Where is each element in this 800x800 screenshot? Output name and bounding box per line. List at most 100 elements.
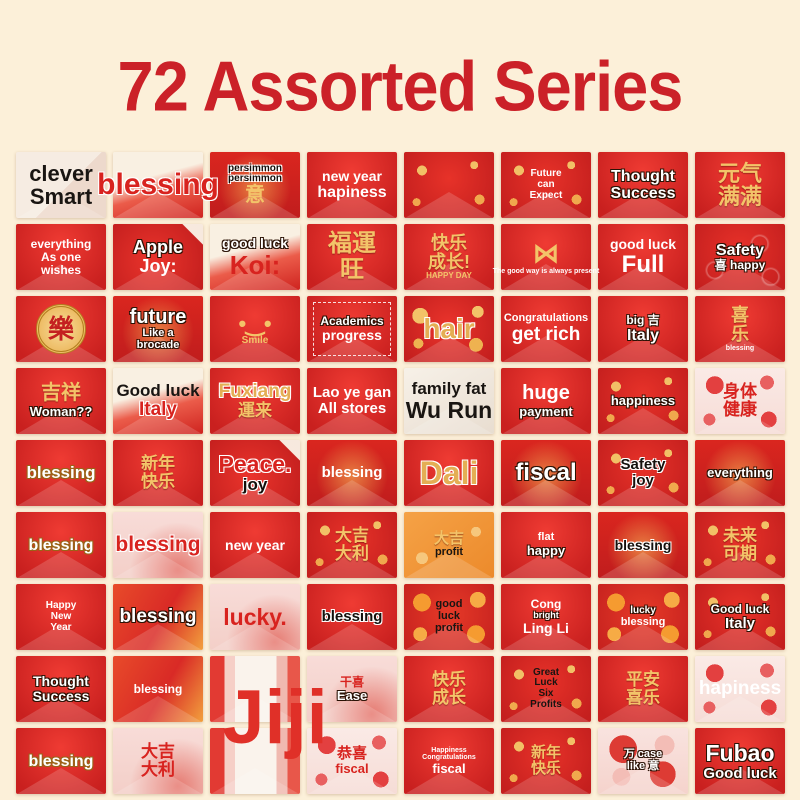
envelope-label: persimmon <box>228 162 282 174</box>
envelope-label: 快乐 <box>530 760 561 778</box>
envelope-54: Cong bright Ling Li <box>501 584 591 651</box>
envelope-27: Fuxiang 運来 <box>210 368 300 435</box>
envelope-52: blessing <box>307 584 397 651</box>
envelope-label: 满满 <box>717 184 762 210</box>
envelope-5 <box>404 152 494 219</box>
envelope-label: 快乐 <box>432 669 466 689</box>
envelope-label: bright <box>533 610 559 621</box>
envelope-label: Fuxiang <box>218 380 292 402</box>
envelope-64: hapiness <box>695 656 785 723</box>
envelope-34: 新年 快乐 <box>113 440 203 507</box>
envelope-label: hapiness <box>317 184 387 202</box>
envelope-label: happy <box>526 543 566 559</box>
envelope-label: Full <box>621 250 665 278</box>
envelope-6: Future can Expect <box>501 152 591 219</box>
envelope-label: wishes <box>40 262 82 277</box>
envelope-45: 大吉 profit <box>404 512 494 579</box>
smiley-icon: •‿• <box>238 310 272 336</box>
envelope-label: Thought <box>611 167 675 185</box>
envelope-label: new year <box>322 168 382 185</box>
envelope-1: clever Smart <box>16 152 106 219</box>
envelope-26: Good luck Italy <box>113 368 203 435</box>
envelope-label: Six <box>538 688 554 700</box>
envelope-label: 健康 <box>723 400 757 420</box>
envelope-label: Congratulations <box>503 312 589 325</box>
envelope-label: family fat <box>411 378 487 398</box>
envelope-label: profit <box>434 546 464 559</box>
envelope-label: 成长 <box>432 688 466 708</box>
envelope-label: 大吉 <box>141 741 175 761</box>
envelope-50: blessing <box>113 584 203 651</box>
envelope-label: huge <box>522 382 570 405</box>
envelope-label: profit <box>434 622 464 635</box>
envelope-15: good luck Full <box>598 224 688 291</box>
envelope-51: lucky. <box>210 584 300 651</box>
envelope-label: Great <box>532 666 560 678</box>
envelope-label: Apple <box>132 236 183 257</box>
envelope-label: Thought <box>33 673 89 690</box>
envelope-70: 新年 快乐 <box>501 728 591 795</box>
envelope-label: Italy <box>724 614 755 632</box>
envelope-label: Profits <box>530 699 562 711</box>
envelope-label: 福運 <box>328 230 376 258</box>
envelope-58: blessing <box>113 656 203 723</box>
envelope-label: blessing <box>614 536 672 553</box>
envelope-label: big 吉 <box>626 313 660 328</box>
envelope-label: good luck <box>221 234 289 251</box>
envelope-label: payment <box>519 404 573 420</box>
envelope-label: Peace. <box>218 450 292 477</box>
envelope-29: family fat Wu Run <box>404 368 494 435</box>
envelope-label: Expect <box>529 189 563 201</box>
envelope-44: 大吉 大利 <box>307 512 397 579</box>
envelope-label: Wu Run <box>405 397 493 424</box>
envelope-label: 干喜 <box>339 674 364 689</box>
envelope-label: happiness <box>610 393 676 409</box>
envelope-label: 喜 <box>731 305 749 326</box>
envelope-24: 喜乐 blessing <box>695 296 785 363</box>
envelope-label: 未来 <box>723 525 757 545</box>
envelope-label: Good luck <box>703 764 777 782</box>
envelope-65: blessing <box>16 728 106 795</box>
envelope-14: ⋈ The good way is always present <box>493 224 599 291</box>
envelope-19: •‿• Smile <box>210 296 300 363</box>
envelope-label: future <box>129 305 187 328</box>
page-title: 72 Assorted Series <box>117 46 684 126</box>
envelope-label: 運来 <box>238 401 272 421</box>
envelope-label: Cong <box>530 597 562 612</box>
envelope-25: 吉祥 Woman?? <box>16 368 106 435</box>
envelope-label: persimmon <box>228 173 282 185</box>
envelope-label: good <box>435 598 463 611</box>
envelope-label: fiscal <box>335 761 369 777</box>
envelope-13: 快乐 成长! HAPPY DAY <box>404 224 494 291</box>
envelope-label: Smile <box>241 334 269 346</box>
envelope-label: Good luck <box>116 380 200 400</box>
envelope-46: flat happy <box>501 512 591 579</box>
envelope-label: 新年 <box>530 744 561 762</box>
envelope-label: like 意 <box>626 760 660 773</box>
envelope-30: huge payment <box>501 368 591 435</box>
envelope-11: good luck Koi: <box>210 224 300 291</box>
envelope-label: 大吉 <box>433 530 464 548</box>
envelope-label: Year <box>50 621 72 633</box>
envelope-47: blessing <box>598 512 688 579</box>
envelope-grid: clever Smart blessing persimmon persimmon 意 ne… <box>16 152 800 795</box>
envelope-32: 身体 健康 <box>695 368 785 435</box>
envelope-17: 樂 <box>16 296 106 363</box>
envelope-36: blessing <box>307 440 397 507</box>
envelope-label: 身体 <box>723 381 757 401</box>
envelope-label: blessing <box>119 605 197 627</box>
envelope-7: Thought Success <box>598 152 688 219</box>
envelope-label: Success <box>610 185 676 203</box>
envelope-28: Lao ye gan All stores <box>307 368 397 435</box>
envelope-label: brocade <box>136 339 180 352</box>
envelope-label: Academics <box>320 314 384 329</box>
envelope-label: 乐 <box>731 324 749 345</box>
joy-seal-icon: 樂 <box>36 304 86 355</box>
envelope-label: 旺 <box>340 256 364 284</box>
envelope-label: Safety <box>715 242 765 260</box>
envelope-53: good luck profit <box>404 584 494 651</box>
envelope-label: blessing <box>321 464 383 482</box>
envelope-label: flat <box>537 531 555 544</box>
envelope-label: 意 <box>245 184 265 207</box>
